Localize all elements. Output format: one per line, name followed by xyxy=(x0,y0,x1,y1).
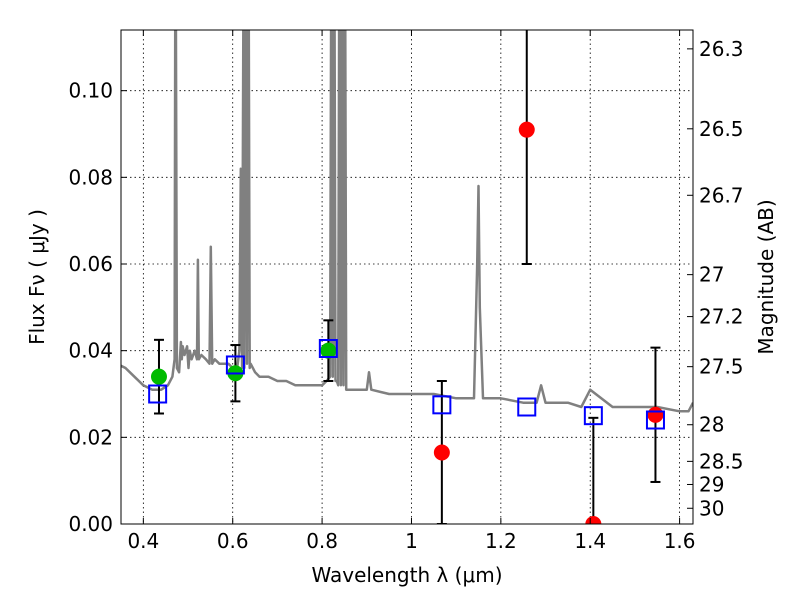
data-point-square xyxy=(645,410,665,430)
data-point-square xyxy=(517,397,537,417)
magnitude-tick-label: 30 xyxy=(699,496,724,520)
data-point-square xyxy=(148,384,168,404)
data-point-square xyxy=(583,406,603,426)
y-axis-ticks: 0.00 0.02 0.04 0.06 0.08 0.10 xyxy=(68,79,127,536)
x-tick-label: 0.8 xyxy=(306,529,338,553)
data-point-square xyxy=(225,355,245,375)
data-point-circle xyxy=(647,406,664,423)
plot-background xyxy=(121,30,693,524)
data-point-circle xyxy=(518,121,535,138)
magnitude-tick-label: 28.5 xyxy=(699,449,744,473)
data-point-circle xyxy=(585,516,602,524)
magnitude-tick-label: 27.2 xyxy=(699,305,744,329)
x-tick-label: 1.2 xyxy=(485,529,517,553)
data-markers xyxy=(148,121,665,524)
y-tick-label: 0.06 xyxy=(68,252,113,276)
x-tick-label: 1.4 xyxy=(574,529,606,553)
x-tick-label: 0.4 xyxy=(127,529,159,553)
data-point-circle xyxy=(433,444,450,461)
model-spectrum xyxy=(121,30,693,413)
data-point-square xyxy=(318,339,338,358)
x-tick-label: 1.6 xyxy=(664,529,696,553)
right-axis-label: Magnitude (AB) xyxy=(754,199,778,354)
magnitude-tick-label: 29 xyxy=(699,472,724,496)
magnitude-tick-label: 26.5 xyxy=(699,117,744,141)
data-point-circle xyxy=(320,342,337,359)
x-tick-label: 0.6 xyxy=(217,529,249,553)
x-axis-ticks: 0.4 0.6 0.8 1 1.2 1.4 1.6 xyxy=(127,30,696,553)
model-spectrum-line xyxy=(121,30,693,413)
y-tick-label: 0.02 xyxy=(68,425,113,449)
data-point-square xyxy=(432,395,452,415)
plot-frame xyxy=(120,29,694,525)
y-tick-label: 0.08 xyxy=(68,165,113,189)
y-tick-label: 0.10 xyxy=(68,79,113,103)
x-axis-label: Wavelength λ (μm) xyxy=(311,563,502,587)
magnitude-tick-label: 28 xyxy=(699,413,724,437)
y-tick-label: 0.04 xyxy=(68,339,113,363)
data-point-circle xyxy=(150,368,167,385)
magnitude-tick-label: 26.7 xyxy=(699,183,744,207)
y-tick-label: 0.00 xyxy=(68,512,113,536)
magnitude-tick-label: 27 xyxy=(699,263,724,287)
y-axis-label: Flux Fν ( μJy ) xyxy=(25,209,49,345)
magnitude-tick-label: 27.5 xyxy=(699,355,744,379)
x-tick-label: 1 xyxy=(405,529,418,553)
magnitude-tick-label: 26.3 xyxy=(699,37,744,61)
